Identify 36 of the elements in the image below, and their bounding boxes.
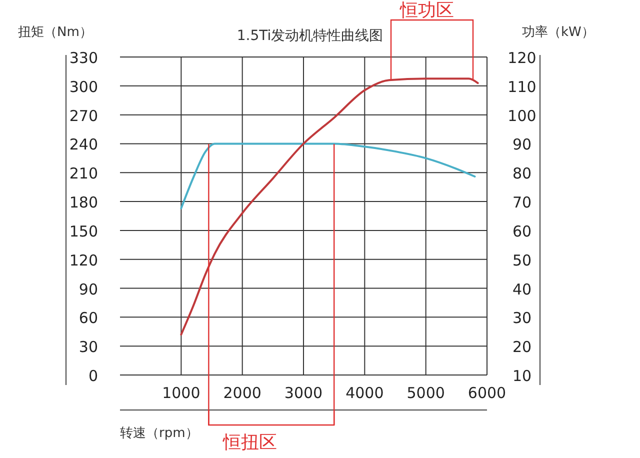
x-tick-label: 4000 — [346, 384, 384, 402]
y-axis-title: 扭矩（Nm） — [18, 25, 92, 40]
y-tick-label: 60 — [78, 309, 98, 328]
y-tick-label: 30 — [78, 338, 98, 356]
y2-axis-title: 功率（kW） — [522, 24, 594, 40]
x-tick-label: 2000 — [223, 384, 262, 402]
y-tick-label: 120 — [69, 251, 98, 270]
y2-tick-label: 40 — [512, 280, 532, 298]
y-tick-label: 300 — [69, 78, 98, 96]
x-tick-label: 5000 — [406, 384, 445, 402]
x-tick-label: 6000 — [468, 384, 506, 402]
y-tick-label: 210 — [69, 164, 98, 183]
y-tick-label: 90 — [78, 280, 98, 298]
y-tick-label: 270 — [69, 106, 98, 125]
x-axis-title: 转速（rpm） — [120, 426, 198, 441]
y2-tick-label: 70 — [512, 194, 532, 212]
y-tick-label: 330 — [69, 49, 98, 67]
y2-tick-label: 30 — [512, 309, 532, 328]
y2-tick-label: 120 — [508, 49, 536, 67]
text: 恒扭区 — [222, 432, 277, 453]
y-tick-label: 180 — [69, 194, 98, 212]
y2-tick-label: 110 — [508, 78, 536, 96]
y2-tick-label: 10 — [512, 367, 532, 385]
y2-tick-label: 50 — [512, 251, 532, 270]
y2-tick-label: 60 — [512, 222, 532, 240]
text: 恒功区 — [399, 0, 454, 21]
chart-title: 1.5Ti发动机特性曲线图 — [236, 28, 384, 44]
y2-tick-label: 90 — [512, 136, 532, 154]
y-tick-label: 240 — [69, 136, 98, 154]
x-tick-label: 3000 — [284, 384, 323, 402]
y-tick-label: 0 — [88, 367, 98, 385]
y2-tick-label: 80 — [512, 164, 532, 183]
x-tick-label: 1000 — [162, 384, 200, 402]
y2-tick-label: 100 — [508, 106, 536, 125]
y-tick-label: 150 — [69, 222, 98, 240]
y2-tick-label: 20 — [512, 338, 532, 356]
